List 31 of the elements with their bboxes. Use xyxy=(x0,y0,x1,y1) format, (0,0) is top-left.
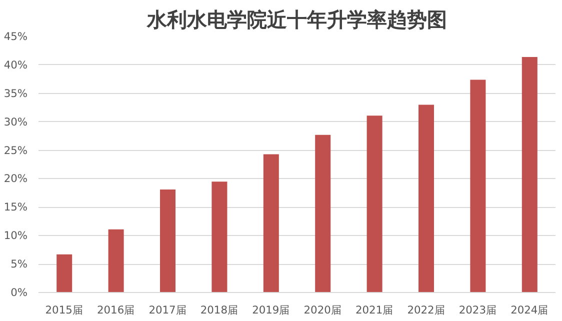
x-tick-label: 2023届 xyxy=(458,304,498,316)
x-tick-label: 2022届 xyxy=(407,304,446,316)
y-tick-label: 10% xyxy=(4,229,28,242)
x-tick-label: 2019届 xyxy=(252,304,290,316)
x-tick-label: 2024届 xyxy=(510,304,549,316)
chart-title: 水利水电学院近十年升学率趋势图 xyxy=(146,8,447,32)
bar xyxy=(522,56,538,292)
bar xyxy=(212,182,228,292)
bar xyxy=(160,190,176,292)
x-tick-label: 2020届 xyxy=(304,304,342,316)
y-tick-label: 25% xyxy=(4,144,28,157)
x-tick-label: 2018届 xyxy=(200,304,239,316)
bar xyxy=(108,229,124,292)
bar xyxy=(366,116,382,292)
y-tick-label: 0% xyxy=(10,286,28,299)
x-tick-label: 2017届 xyxy=(148,304,187,316)
bar xyxy=(263,154,279,292)
bar xyxy=(470,80,486,292)
y-tick-label: 40% xyxy=(4,58,28,72)
y-tick-label: 35% xyxy=(4,86,28,100)
x-tick-label: 2021届 xyxy=(355,304,394,316)
x-tick-label: 2015届 xyxy=(45,304,84,316)
bar xyxy=(315,134,331,292)
bar xyxy=(418,104,434,292)
bar xyxy=(56,254,72,292)
y-tick-label: 30% xyxy=(4,115,28,128)
y-tick-label: 5% xyxy=(10,258,28,271)
y-tick-label: 15% xyxy=(4,200,28,214)
y-tick-label: 20% xyxy=(4,172,28,186)
x-tick-label: 2016届 xyxy=(96,304,136,316)
y-tick-label: 45% xyxy=(4,30,28,43)
